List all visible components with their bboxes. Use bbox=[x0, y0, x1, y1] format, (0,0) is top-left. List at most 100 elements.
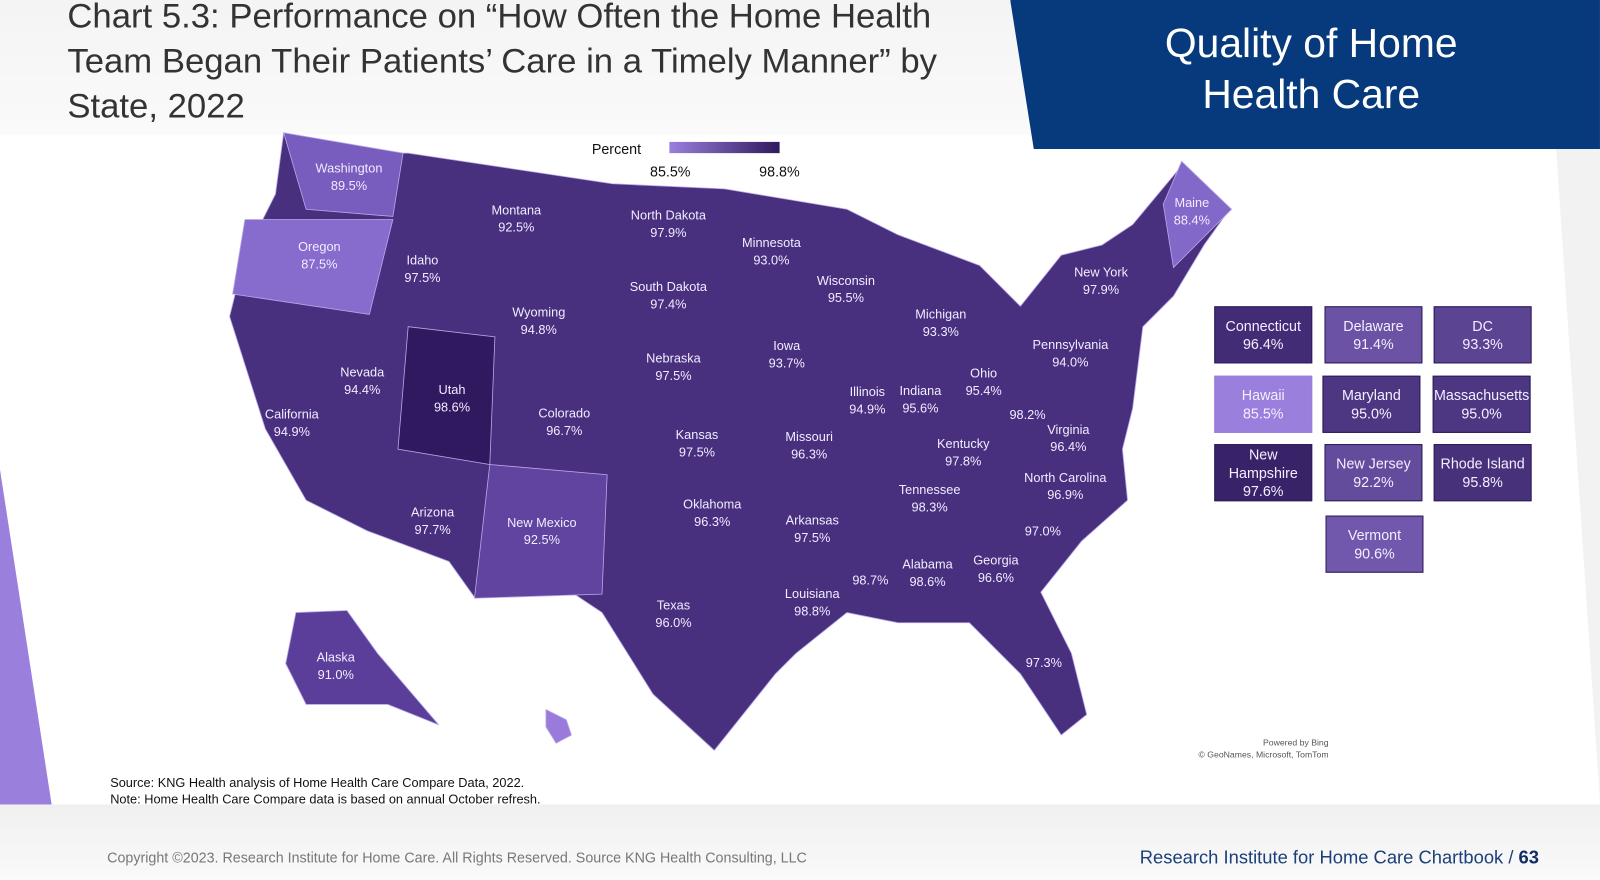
state-label-missouri: Missouri 96.3% bbox=[785, 429, 832, 464]
box-state-name: Delaware bbox=[1343, 317, 1404, 334]
state-box-new-hampshire: New Hampshire 97.6% bbox=[1214, 444, 1313, 502]
state-label-west-virginia: 98.2% bbox=[1009, 407, 1045, 424]
state-label-mississippi: 98.7% bbox=[852, 572, 888, 589]
state-value: 95.4% bbox=[965, 383, 1002, 399]
footer-bar bbox=[0, 804, 1600, 880]
state-name: Iowa bbox=[773, 338, 801, 354]
box-state-value: 91.4% bbox=[1353, 335, 1394, 353]
section-badge-label: Quality of Home Health Care bbox=[1164, 21, 1458, 118]
state-box-dc: DC 93.3% bbox=[1433, 306, 1532, 364]
state-value: 96.3% bbox=[791, 447, 828, 462]
state-alaska-shape bbox=[285, 610, 440, 726]
state-name: Nebraska bbox=[646, 351, 701, 366]
state-value: 88.4% bbox=[1173, 213, 1210, 228]
state-value: 89.5% bbox=[330, 178, 368, 193]
state-value: 97.8% bbox=[945, 454, 982, 469]
box-state-name: Massachusetts bbox=[1433, 386, 1530, 404]
title-background bbox=[0, 0, 1041, 135]
state-label-illinois: Illinois 94.9% bbox=[849, 384, 885, 419]
state-name: Maine bbox=[1174, 196, 1210, 211]
state-label-kansas: Kansas 97.5% bbox=[676, 427, 719, 462]
state-name: Wyoming bbox=[512, 305, 566, 320]
state-label-idaho: Idaho 97.5% bbox=[404, 252, 440, 287]
state-name: Alaska bbox=[316, 650, 355, 665]
legend-title: Percent bbox=[591, 140, 642, 158]
state-value: 97.0% bbox=[1024, 524, 1061, 539]
state-label-wisconsin: Wisconsin 95.5% bbox=[817, 273, 875, 308]
state-name: Idaho bbox=[406, 253, 439, 268]
copyright: Copyright ©2023. Research Institute for … bbox=[107, 849, 807, 866]
state-washington-shape bbox=[283, 132, 404, 217]
state-name: Ohio bbox=[970, 366, 998, 381]
chartbook-title: Research Institute for Home Care Chartbo… bbox=[1139, 847, 1514, 868]
state-label-kentucky: Kentucky 97.8% bbox=[937, 436, 989, 471]
box-state-name: Maryland bbox=[1342, 386, 1401, 404]
state-value: 92.5% bbox=[523, 532, 560, 548]
state-value: 95.5% bbox=[827, 290, 864, 306]
state-value: 98.3% bbox=[911, 500, 948, 515]
box-state-value: 95.0% bbox=[1461, 405, 1502, 422]
state-label-alaska: Alaska 91.0% bbox=[317, 649, 355, 684]
state-value: 97.9% bbox=[1082, 282, 1120, 298]
state-name: Arizona bbox=[411, 505, 455, 520]
state-value: 97.3% bbox=[1025, 655, 1062, 671]
state-value: 96.9% bbox=[1047, 487, 1084, 503]
state-label-montana: Montana 92.5% bbox=[491, 202, 541, 237]
state-label-pennsylvania: Pennsylvania 94.0% bbox=[1032, 337, 1108, 372]
state-label-utah: Utah 98.6% bbox=[434, 382, 470, 417]
state-label-washington: Washington 89.5% bbox=[316, 160, 383, 195]
state-value: 93.3% bbox=[922, 324, 959, 339]
state-value: 96.4% bbox=[1050, 440, 1087, 455]
box-state-value: 93.3% bbox=[1462, 335, 1503, 353]
state-value: 97.5% bbox=[794, 530, 831, 546]
state-value: 96.3% bbox=[694, 514, 731, 529]
state-value: 98.6% bbox=[433, 400, 471, 415]
state-maine-shape bbox=[1162, 160, 1233, 269]
state-box-new-jersey: New Jersey 92.2% bbox=[1324, 444, 1423, 502]
state-name: Montana bbox=[491, 203, 542, 218]
state-value: 93.0% bbox=[753, 253, 790, 268]
state-label-north-dakota: North Dakota 97.9% bbox=[631, 207, 706, 242]
state-label-california: California 94.9% bbox=[265, 406, 319, 441]
state-name: Georgia bbox=[973, 553, 1019, 568]
state-value: 91.0% bbox=[317, 667, 354, 682]
box-state-value: 95.0% bbox=[1351, 405, 1392, 422]
state-name: Missouri bbox=[785, 429, 833, 445]
state-hawaii-shape bbox=[545, 708, 572, 744]
state-box-rhode-island: Rhode Island 95.8% bbox=[1433, 444, 1532, 502]
state-value: 98.6% bbox=[909, 574, 946, 590]
state-name: Virginia bbox=[1047, 422, 1090, 437]
state-label-nevada: Nevada 94.4% bbox=[340, 364, 384, 399]
state-value: 95.6% bbox=[902, 401, 939, 416]
state-box-vermont: Vermont 90.6% bbox=[1325, 515, 1424, 573]
box-state-value: 92.2% bbox=[1353, 473, 1394, 491]
state-value: 98.2% bbox=[1009, 407, 1046, 423]
box-state-value: 96.4% bbox=[1242, 335, 1284, 353]
state-label-oregon: Oregon 87.5% bbox=[298, 239, 341, 274]
state-label-louisiana: Louisiana 98.8% bbox=[785, 586, 840, 621]
state-name: Louisiana bbox=[784, 587, 840, 602]
state-value: 97.7% bbox=[414, 522, 451, 537]
state-label-new-york: New York 97.9% bbox=[1074, 264, 1128, 299]
state-name: Indiana bbox=[899, 383, 942, 399]
state-label-texas: Texas 96.0% bbox=[655, 597, 691, 632]
state-value: 94.0% bbox=[1052, 355, 1089, 370]
chartbook-label: Research Institute for Home Care Chartbo… bbox=[1140, 847, 1539, 868]
state-label-minnesota: Minnesota 93.0% bbox=[742, 235, 801, 270]
state-box-connecticut: Connecticut 96.4% bbox=[1214, 306, 1313, 364]
box-state-value: 97.6% bbox=[1242, 482, 1284, 500]
source-note: Source: KNG Health analysis of Home Heal… bbox=[110, 775, 540, 808]
section-badge: Quality of Home Health Care bbox=[1010, 0, 1600, 150]
box-state-value: 90.6% bbox=[1354, 545, 1395, 562]
state-name: Oklahoma bbox=[683, 497, 742, 512]
state-name: New York bbox=[1074, 265, 1128, 280]
state-name: Kentucky bbox=[937, 436, 990, 452]
state-label-arizona: Arizona 97.7% bbox=[411, 504, 454, 539]
state-label-oklahoma: Oklahoma 96.3% bbox=[683, 496, 741, 531]
state-box-hawaii: Hawaii 85.5% bbox=[1214, 375, 1313, 433]
state-name: Alabama bbox=[902, 557, 953, 572]
attribution-line-1: Powered by Bing bbox=[1262, 737, 1329, 748]
state-value: 96.0% bbox=[655, 615, 692, 630]
state-label-iowa: Iowa 93.7% bbox=[769, 338, 805, 373]
box-state-name: New Hampshire bbox=[1228, 446, 1298, 481]
